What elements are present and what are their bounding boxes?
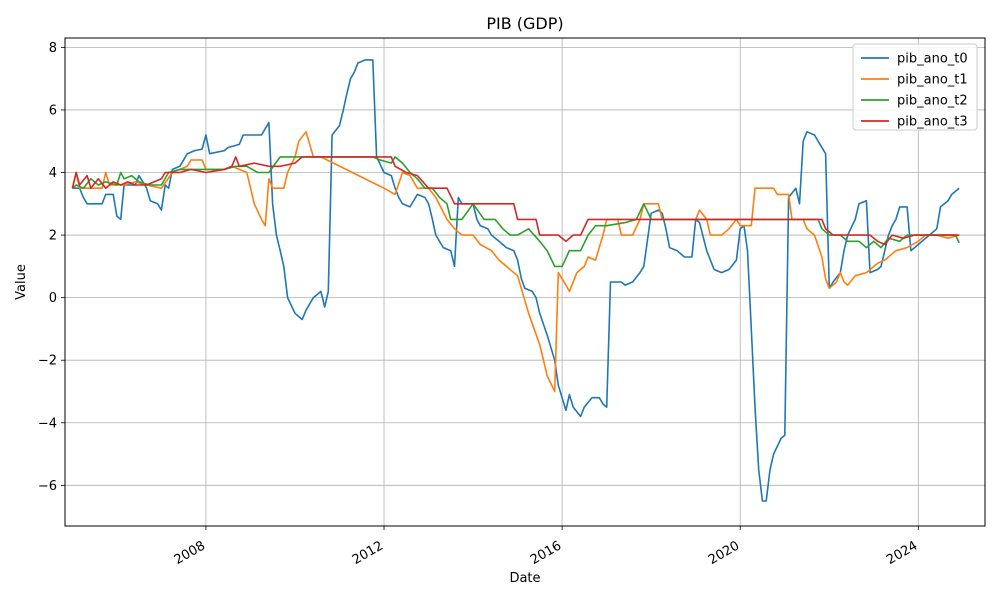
y-tick-label: 0 [49,291,57,306]
y-axis-label: Value [14,264,29,300]
y-tick-label: −4 [38,416,57,431]
legend-entry-label: pib_ano_t2 [897,94,968,109]
series-line-pib_ano_t0 [72,59,960,502]
y-tick-label: 6 [49,103,57,118]
plot-frame [64,37,986,527]
y-tick-label: 4 [49,166,57,181]
legend-box [852,43,978,131]
legend-entry-label: pib_ano_t0 [897,52,968,67]
y-tick-label: 8 [49,41,57,56]
chart-title: PIB (GDP) [486,14,563,33]
y-tick-label: −2 [38,354,57,369]
grid-lines [65,38,985,526]
y-axis-ticks: 8 6 4 2 0 −2 −4 −6 [38,41,65,494]
y-tick-label: 2 [49,229,57,244]
x-axis-label: Date [509,571,540,586]
plot-series [71,59,960,502]
legend: pib_ano_t0 pib_ano_t1 pib_ano_t2 pib_ano_t3 [852,43,978,131]
y-tick-label: −6 [38,479,57,494]
series-line-pib_ano_t1 [71,131,960,393]
series-line-pib_ano_t3 [71,156,960,246]
legend-entry-label: pib_ano_t1 [897,73,968,88]
legend-entry-label: pib_ano_t3 [897,115,968,130]
